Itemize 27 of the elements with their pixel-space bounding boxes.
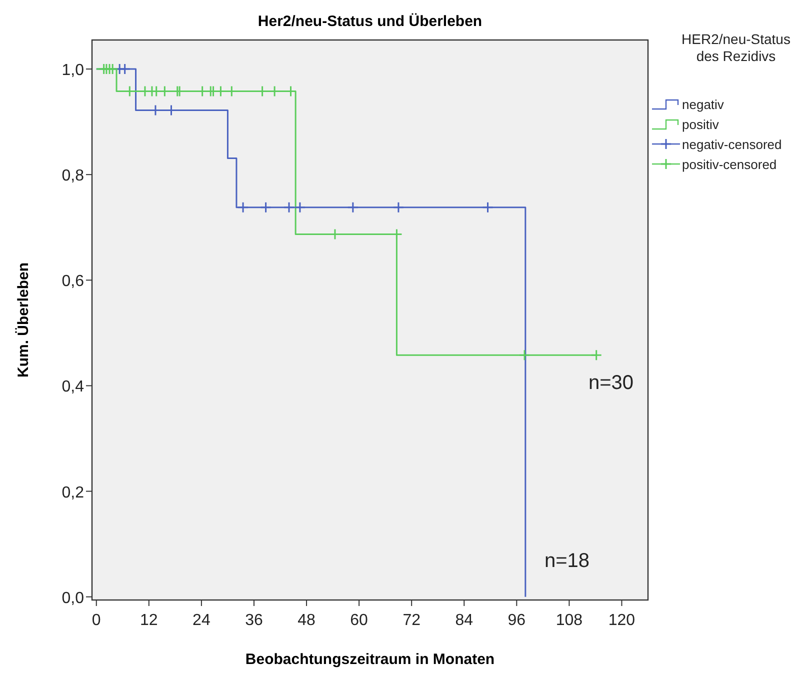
y-axis-title: Kum. Überleben (15, 262, 32, 378)
x-tick-label: 12 (140, 612, 158, 629)
chart-title: Her2/neu-Status und Überleben (258, 13, 482, 30)
y-tick-label: 1,0 (62, 62, 84, 80)
x-tick-label: 72 (402, 612, 421, 629)
y-tick-label: 0,0 (62, 590, 84, 607)
y-tick-label: 0,8 (62, 168, 84, 185)
x-tick-label: 48 (298, 612, 316, 629)
annotation: n=30 (588, 372, 634, 394)
x-tick-label: 108 (556, 612, 583, 629)
x-tick-label: 60 (350, 612, 368, 629)
y-tick-label: 0,6 (62, 273, 84, 290)
x-tick-label: 84 (455, 612, 474, 629)
annotation: n=18 (544, 550, 590, 572)
legend-label: positiv (682, 117, 720, 132)
x-tick-label: 24 (192, 612, 210, 629)
x-tick-label: 36 (245, 612, 263, 629)
legend-label: positiv-censored (682, 157, 777, 172)
y-tick-label: 0,4 (62, 378, 84, 396)
legend-title: HER2/neu-Status des Rezidivs (682, 31, 790, 64)
legend-label: negativ (682, 97, 724, 112)
x-tick-label: 96 (508, 612, 526, 629)
x-tick-label: 0 (92, 612, 101, 629)
x-tick-label: 120 (608, 612, 636, 629)
legend-label: negativ-censored (682, 137, 782, 152)
y-tick-label: 0,2 (62, 484, 84, 502)
x-axis-title: Beobachtungszeitraum in Monaten (245, 651, 495, 668)
